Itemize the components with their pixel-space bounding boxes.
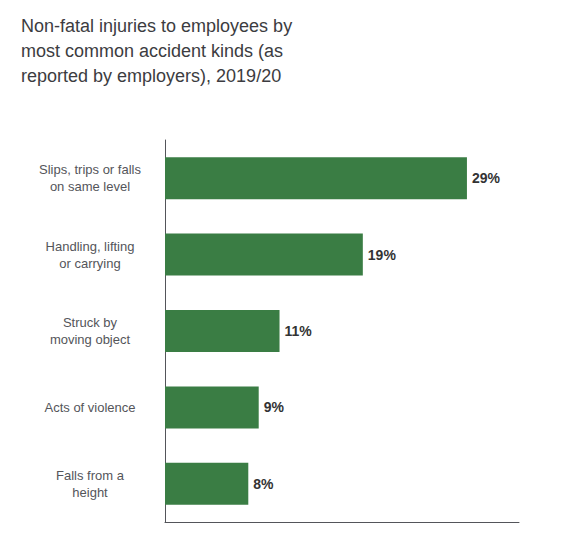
svg-text:19%: 19% [368, 247, 397, 263]
svg-text:11%: 11% [285, 323, 313, 339]
svg-text:Acts of violence: Acts of violence [44, 400, 135, 415]
svg-text:Struck by: Struck by [63, 315, 118, 330]
svg-text:or carrying: or carrying [59, 256, 120, 271]
svg-text:Slips, trips or falls: Slips, trips or falls [39, 162, 141, 177]
svg-text:29%: 29% [472, 170, 501, 186]
svg-text:Handling, lifting: Handling, lifting [46, 239, 135, 254]
svg-text:most common accident kinds (as: most common accident kinds (as [21, 41, 283, 61]
svg-text:moving object: moving object [50, 332, 131, 347]
svg-text:on same level: on same level [50, 179, 130, 194]
svg-text:8%: 8% [253, 476, 274, 492]
svg-text:Falls from a: Falls from a [56, 468, 125, 483]
svg-text:9%: 9% [264, 399, 285, 415]
svg-text:reported by employers), 2019/2: reported by employers), 2019/20 [21, 66, 281, 86]
svg-text:height: height [72, 485, 108, 500]
svg-text:Non-fatal injuries to employee: Non-fatal injuries to employees by [21, 16, 292, 36]
